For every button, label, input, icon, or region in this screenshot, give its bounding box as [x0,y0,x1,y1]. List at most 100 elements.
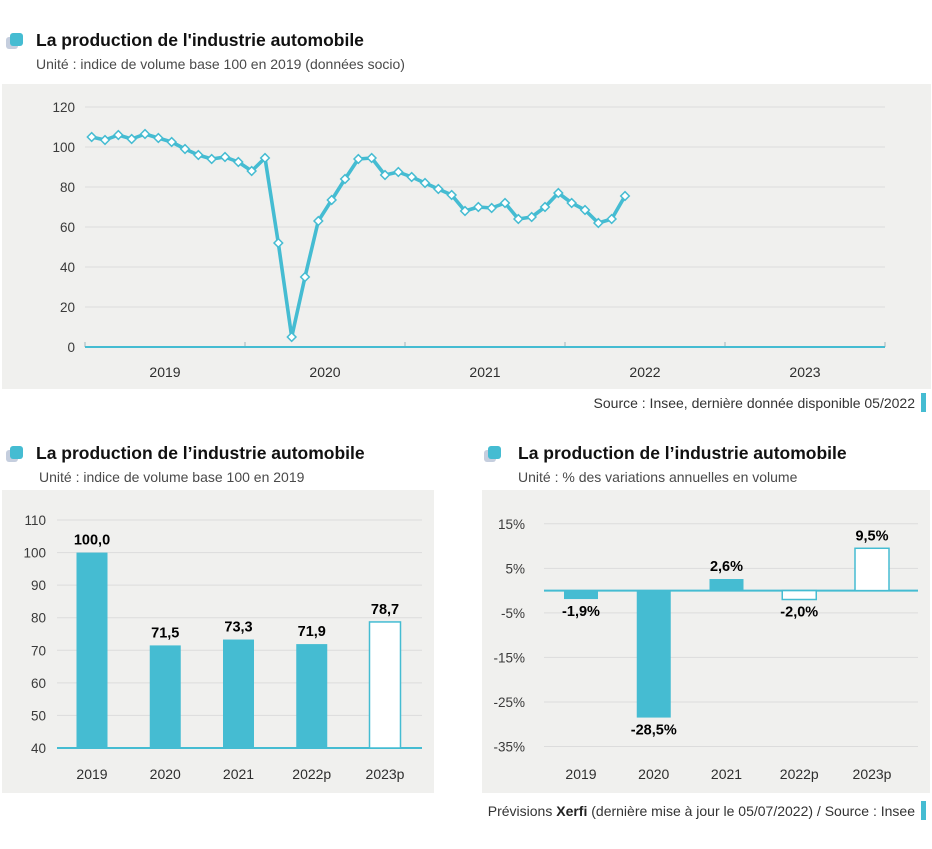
data-point-marker [326,194,338,206]
bar [76,552,108,748]
data-point-marker [512,213,524,225]
data-point-marker [539,201,551,213]
y-tick-label: 90 [31,578,46,593]
x-tick-label: 2021 [469,364,500,380]
bar [709,579,744,591]
source-text: Source : Insee, dernière donnée disponib… [593,394,915,411]
y-tick-label: 15% [498,517,525,532]
data-point-marker [219,151,231,163]
index-bar-chart: 40 50 60 70 80 90 100 110 100,0 2019 71,5 2020 73,3 2… [23,513,422,782]
title-bullet-icon [484,446,501,462]
x-category-label: 2020 [150,766,181,782]
y-tick-label: 60 [60,220,75,235]
line-chart-panel: 0 20 40 60 80 100 120 2019 2020 2021 2022 2023 [2,84,931,389]
y-tick-label: 60 [31,676,46,691]
variation-bar-chart-subtitle: Unité : % des variations annuelles en vo… [518,469,798,485]
bar [223,639,254,748]
x-category-label: 2022p [292,766,331,782]
data-point-marker [366,152,378,164]
bar-value-label: 71,9 [298,624,326,640]
data-point-marker [406,171,418,183]
source-accent-bar-icon [921,393,926,412]
line-chart-subtitle: Unité : indice de volume base 100 en 201… [36,56,405,72]
data-point-marker [166,136,178,148]
data-point-marker [486,202,498,214]
data-point-marker [299,271,311,283]
x-tick-label: 2022 [629,364,660,380]
data-point-marker [352,153,364,165]
bar-value-label: 78,7 [371,602,399,618]
forecast-bar [368,621,402,749]
data-point-marker [566,197,578,209]
data-point-marker [179,143,191,155]
forecast-bar [854,547,890,592]
data-point-marker [592,217,604,229]
y-tick-label: 20 [60,300,75,315]
x-tick-label: 2019 [149,364,180,380]
data-point-marker [392,166,404,178]
bar-value-label: -28,5% [631,723,677,739]
data-point-marker [312,215,324,227]
y-tick-label: 100 [52,140,75,155]
x-category-label: 2019 [76,766,107,782]
y-tick-label: 40 [60,260,75,275]
data-point-marker [206,153,218,165]
line-chart-title: La production de l'industrie automobile [36,30,364,50]
bar-value-label: 71,5 [151,625,179,641]
y-tick-label: 80 [60,180,75,195]
data-point-marker [419,177,431,189]
data-point-marker [86,131,98,143]
y-tick-label: -5% [501,606,525,621]
y-tick-label: 110 [24,513,46,528]
title-bullet-icon [6,33,23,49]
data-point-marker [526,211,538,223]
y-tick-label: 5% [505,561,525,576]
brand-name: Xerfi [556,802,588,819]
y-tick-label: 100 [23,546,46,561]
index-bar-chart-panel: 40 50 60 70 80 90 100 110 100,0 2019 71,5 2020 73,3 2… [2,490,434,793]
variation-bar-chart-title: La production de l’industrie automobile [518,443,847,463]
title-bullet-icon [6,446,23,462]
data-point-marker [192,149,204,161]
bar-value-label: 100,0 [74,533,110,549]
data-point-marker [99,134,111,146]
data-point-marker [432,183,444,195]
footer-source: Prévisions Xerfi (dernière mise à jour l… [488,801,926,820]
y-tick-label: 0 [67,340,75,355]
x-category-label: 2023p [853,766,892,782]
y-tick-label: 70 [31,643,46,658]
data-point-marker [246,165,258,177]
data-point-marker [339,173,351,185]
bar-value-label: -2,0% [780,605,818,621]
bar [636,590,671,718]
data-point-marker [472,201,484,213]
variation-bar-chart: 15% 5% -5% -15% -25% -35% -1,9% 2019 -28,5% 2020 2… [493,517,918,782]
data-point-marker [379,169,391,181]
x-category-label: 2022p [780,766,819,782]
data-point-marker [619,190,631,202]
y-tick-label: -35% [493,740,525,755]
data-point-marker [232,156,244,168]
data-point-marker [272,237,284,249]
data-point-marker [606,213,618,225]
y-tick-label: -25% [493,695,525,710]
bar [296,644,328,748]
data-point-marker [152,132,164,144]
x-tick-label: 2023 [789,364,820,380]
x-category-label: 2020 [638,766,669,782]
data-point-marker [126,133,138,145]
data-point-marker [499,197,511,209]
bar-value-label: 2,6% [710,559,743,575]
y-tick-label: 40 [31,741,46,756]
bar [149,645,181,748]
line-chart-source: Source : Insee, dernière donnée disponib… [594,393,926,412]
data-point-marker [139,128,151,140]
data-point-marker [552,187,564,199]
y-tick-label: -15% [493,650,525,665]
x-category-label: 2021 [711,766,742,782]
bar-value-label: 73,3 [224,620,252,636]
source-accent-bar-icon [921,801,926,820]
data-point-marker [459,205,471,217]
x-category-label: 2023p [366,766,405,782]
